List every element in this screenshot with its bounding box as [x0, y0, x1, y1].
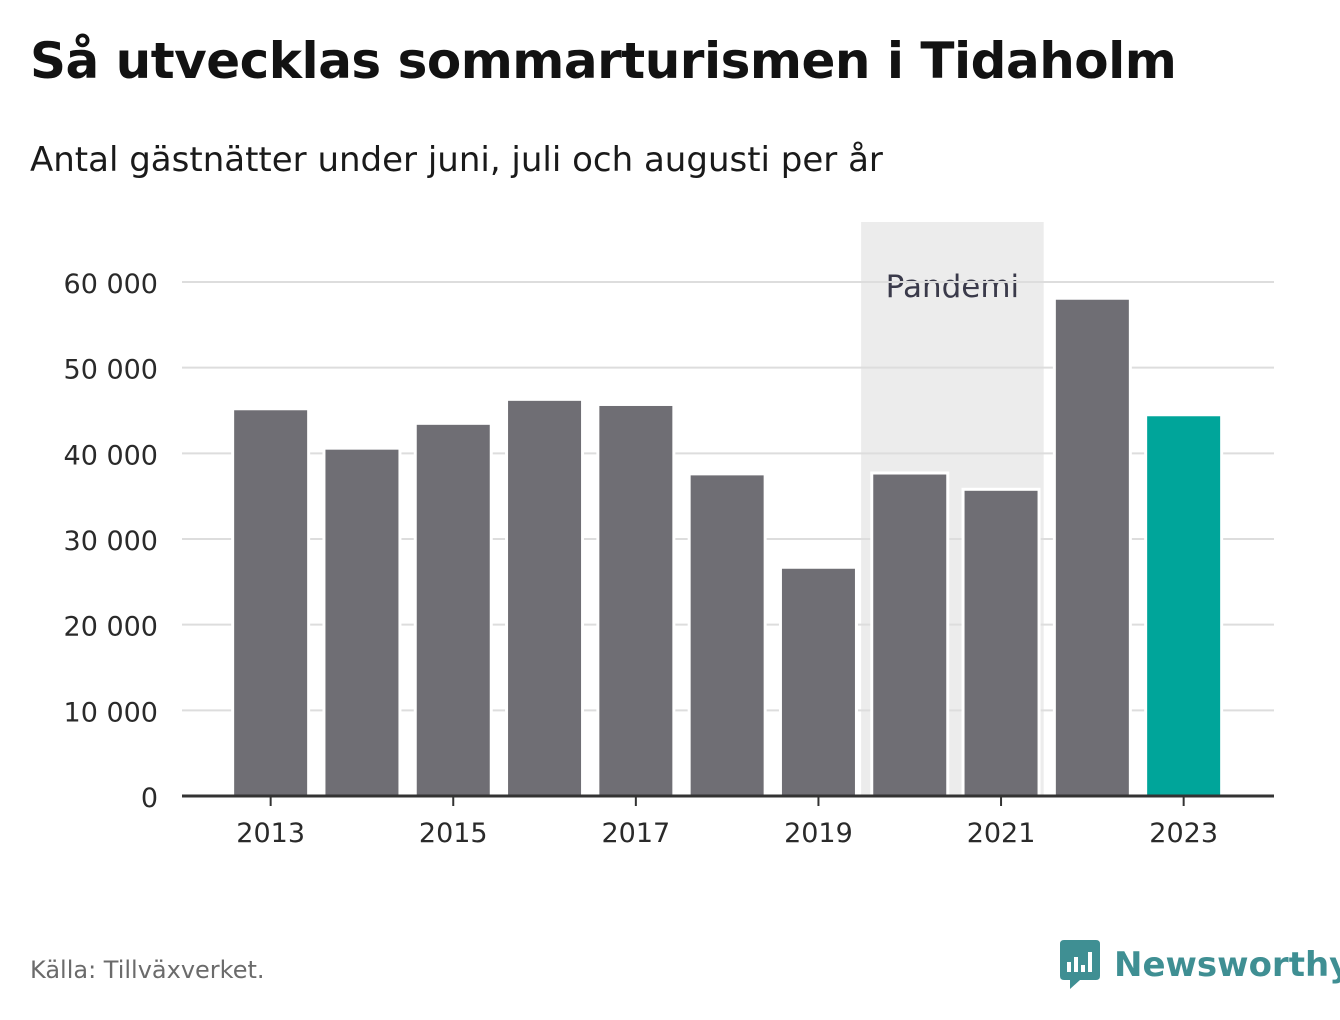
bar-2023 [1144, 413, 1224, 798]
bar-2020 [870, 471, 950, 798]
bar-2016 [505, 397, 585, 798]
axis-layer: 2013 2015 2017 2019 2021 2023 [182, 794, 1274, 849]
y-tick-label: 60 000 [64, 269, 158, 300]
bar-2014 [322, 446, 402, 798]
bar-2013 [231, 407, 311, 798]
bar-2022 [1052, 296, 1132, 798]
newsworthy-logo-icon [1060, 940, 1100, 989]
y-tick-label: 40 000 [64, 440, 158, 471]
x-tick-label: 2017 [601, 818, 670, 849]
brand-logo[interactable]: Newsworthy [1060, 940, 1340, 990]
bar-layer [231, 296, 1224, 798]
bar-2021 [961, 487, 1041, 798]
bar-2015 [413, 421, 493, 798]
pandemic-label: Pandemi [886, 269, 1020, 305]
x-tick-label: 2015 [419, 818, 488, 849]
bar-2019 [778, 565, 858, 798]
x-tick-label: 2013 [236, 818, 305, 849]
source-note: Källa: Tillväxverket. [30, 956, 265, 984]
bar-2018 [687, 472, 767, 798]
x-tick-label: 2019 [784, 818, 853, 849]
y-tick-label: 10 000 [64, 697, 158, 728]
x-tick-label: 2023 [1149, 818, 1218, 849]
chart-title: Så utvecklas sommarturismen i Tidaholm [30, 32, 1177, 90]
y-tick-label: 0 [141, 783, 158, 814]
brand-name: Newsworthy [1114, 945, 1340, 985]
y-tick-label: 50 000 [64, 355, 158, 386]
bar-2017 [596, 402, 676, 798]
y-tick-label: 20 000 [64, 612, 158, 643]
bar-chart: Pandemi 0 10 000 20 000 30 000 40 000 50 000 6… [64, 222, 1274, 849]
y-tick-label: 30 000 [64, 526, 158, 557]
chart-subtitle: Antal gästnätter under juni, juli och au… [30, 140, 883, 180]
x-tick-label: 2021 [967, 818, 1036, 849]
